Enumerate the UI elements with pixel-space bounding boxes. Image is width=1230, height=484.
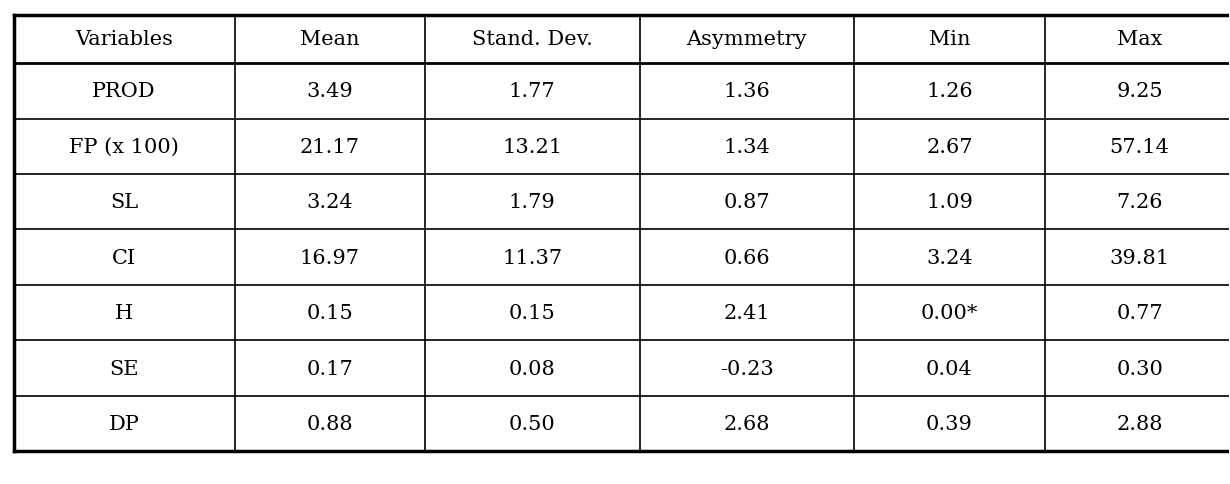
Text: 0.30: 0.30 <box>1116 359 1164 378</box>
Text: 13.21: 13.21 <box>502 137 562 156</box>
Text: 0.04: 0.04 <box>926 359 973 378</box>
Text: 1.36: 1.36 <box>723 82 770 101</box>
Text: 0.08: 0.08 <box>509 359 556 378</box>
Text: -0.23: -0.23 <box>720 359 774 378</box>
Text: 9.25: 9.25 <box>1117 82 1162 101</box>
Text: 0.50: 0.50 <box>509 414 556 433</box>
Text: PROD: PROD <box>92 82 156 101</box>
Text: H: H <box>116 303 133 322</box>
Text: Asymmetry: Asymmetry <box>686 30 807 49</box>
Text: SL: SL <box>109 193 138 212</box>
Text: SE: SE <box>109 359 139 378</box>
Text: 2.41: 2.41 <box>723 303 770 322</box>
Text: 11.37: 11.37 <box>502 248 562 267</box>
Text: 0.88: 0.88 <box>306 414 353 433</box>
Text: 0.00*: 0.00* <box>921 303 978 322</box>
Text: Mean: Mean <box>300 30 359 49</box>
Text: 57.14: 57.14 <box>1109 137 1170 156</box>
Text: 3.24: 3.24 <box>926 248 973 267</box>
Text: 16.97: 16.97 <box>300 248 359 267</box>
Text: 0.87: 0.87 <box>723 193 770 212</box>
Text: Stand. Dev.: Stand. Dev. <box>472 30 593 49</box>
Text: 1.26: 1.26 <box>926 82 973 101</box>
Text: 39.81: 39.81 <box>1109 248 1170 267</box>
Text: 2.88: 2.88 <box>1117 414 1162 433</box>
Text: 1.79: 1.79 <box>509 193 556 212</box>
Text: 2.67: 2.67 <box>926 137 973 156</box>
Text: FP (x 100): FP (x 100) <box>69 137 180 156</box>
Text: 1.34: 1.34 <box>723 137 770 156</box>
Text: 0.66: 0.66 <box>723 248 770 267</box>
Text: Max: Max <box>1117 30 1162 49</box>
Text: DP: DP <box>108 414 139 433</box>
Text: 21.17: 21.17 <box>300 137 359 156</box>
Text: 0.77: 0.77 <box>1117 303 1162 322</box>
Text: 1.09: 1.09 <box>926 193 973 212</box>
Text: 7.26: 7.26 <box>1117 193 1162 212</box>
Text: 0.15: 0.15 <box>306 303 353 322</box>
Text: 1.77: 1.77 <box>509 82 556 101</box>
Text: 2.68: 2.68 <box>723 414 770 433</box>
Text: 3.24: 3.24 <box>306 193 353 212</box>
Text: 0.39: 0.39 <box>926 414 973 433</box>
Text: CI: CI <box>112 248 137 267</box>
Text: 0.17: 0.17 <box>306 359 353 378</box>
Text: Min: Min <box>929 30 970 49</box>
Text: 3.49: 3.49 <box>306 82 353 101</box>
Text: 0.15: 0.15 <box>509 303 556 322</box>
Text: Variables: Variables <box>75 30 173 49</box>
